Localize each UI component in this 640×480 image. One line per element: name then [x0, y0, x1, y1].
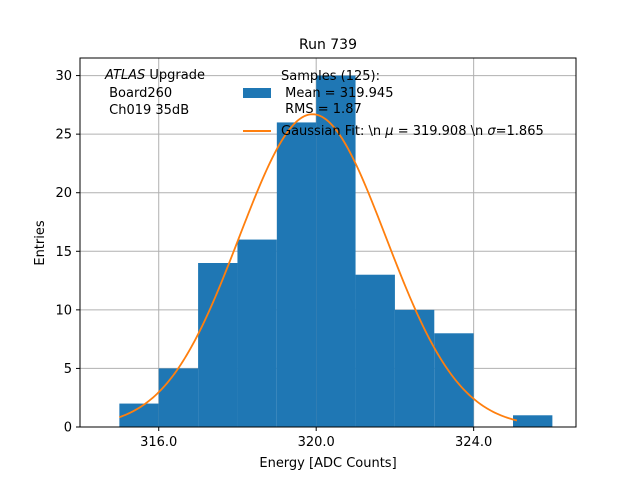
histogram-bar	[513, 415, 553, 427]
x-tick-label: 324.0	[455, 435, 492, 450]
x-tick-label: 316.0	[140, 435, 177, 450]
legend-samples-line1: Samples (125):	[281, 69, 380, 84]
histogram-bar	[394, 309, 435, 427]
legend-samples-line3: RMS = 1.87	[281, 102, 362, 117]
histogram-bar	[434, 333, 474, 427]
histogram-bar	[158, 368, 199, 427]
annotation-board: Board260	[105, 86, 172, 101]
atlas-annotation: ATLAS Upgrade Board260 Ch019 35dB	[104, 68, 205, 118]
gaussian-fit-curve	[119, 113, 518, 422]
plot-frame	[79, 57, 577, 428]
histogram-bar	[237, 239, 277, 427]
histogram-bar	[198, 263, 238, 427]
y-tick-label: 0	[64, 421, 72, 436]
x-tick-label: 320.0	[298, 435, 335, 450]
x-axis-label: Energy [ADC Counts]	[259, 456, 396, 471]
svg-text:ATLAS Upgrade: ATLAS Upgrade	[104, 68, 205, 83]
legend-samples-line2: Mean = 319.945	[281, 86, 393, 101]
annotation-atlas: ATLAS	[104, 68, 145, 83]
histogram-bars	[119, 75, 553, 428]
legend-samples-patch	[243, 88, 271, 98]
histogram-bar	[316, 75, 356, 428]
fit-curve-path	[119, 113, 518, 422]
chart-title: Run 739	[299, 37, 357, 53]
y-tick-label: 25	[55, 128, 72, 143]
y-tick-label: 10	[55, 303, 72, 318]
histogram-bar	[276, 122, 317, 427]
histogram-bar	[119, 403, 159, 427]
legend-fit-label: Gaussian Fit: \n μ = 319.908 \n σ=1.865	[281, 124, 544, 139]
y-tick-label: 20	[55, 186, 72, 201]
legend: Samples (125): Mean = 319.945 RMS = 1.87…	[243, 69, 544, 139]
y-axis-label: Entries	[33, 220, 48, 266]
y-axis-ticks: 0 5 10 15 20 25 30	[55, 69, 80, 436]
y-tick-label: 5	[64, 362, 72, 377]
x-axis-ticks: 316.0 320.0 324.0	[140, 427, 492, 450]
y-tick-label: 30	[55, 69, 72, 84]
annotation-channel: Ch019 35dB	[105, 103, 189, 118]
histogram-bar	[355, 274, 395, 427]
y-tick-label: 15	[55, 245, 72, 260]
annotation-upgrade: Upgrade	[145, 68, 205, 83]
